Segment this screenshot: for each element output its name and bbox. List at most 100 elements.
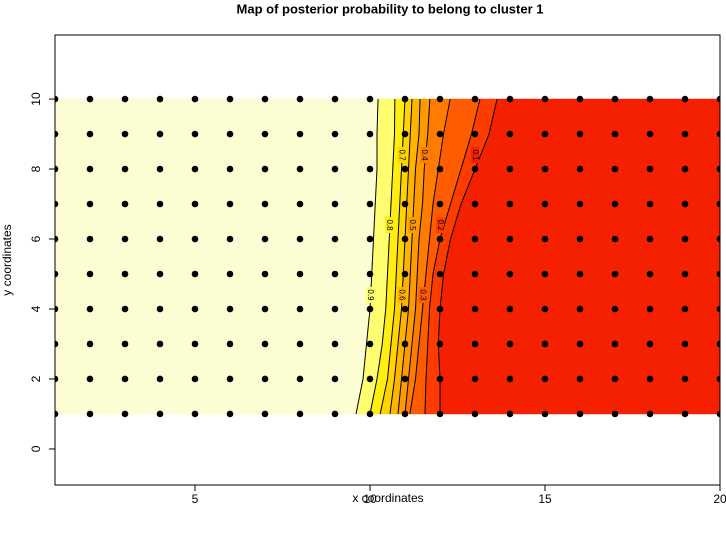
grid-point — [366, 130, 374, 138]
grid-point — [646, 410, 654, 418]
grid-point — [191, 305, 199, 313]
grid-point — [296, 200, 304, 208]
grid-point — [576, 95, 584, 103]
grid-point — [86, 130, 94, 138]
grid-point — [55, 95, 59, 103]
grid-point — [366, 200, 374, 208]
grid-point — [611, 200, 619, 208]
contour-label: 0.1 — [471, 149, 480, 161]
grid-point — [296, 95, 304, 103]
grid-point — [296, 375, 304, 383]
y-tick-label: 0 — [29, 445, 43, 452]
grid-point — [436, 305, 444, 313]
grid-point — [506, 375, 514, 383]
grid-point — [86, 375, 94, 383]
grid-point — [226, 130, 234, 138]
x-tick-label: 20 — [713, 492, 726, 506]
grid-point — [191, 340, 199, 348]
grid-point — [611, 95, 619, 103]
grid-point — [646, 165, 654, 173]
contour-label-bg — [471, 147, 479, 164]
grid-point — [226, 375, 234, 383]
grid-point — [541, 410, 549, 418]
grid-point — [541, 130, 549, 138]
grid-point — [121, 130, 129, 138]
grid-point — [471, 270, 479, 278]
grid-point — [576, 200, 584, 208]
grid-point — [716, 270, 720, 278]
grid-point — [261, 340, 269, 348]
grid-point — [436, 235, 444, 243]
contour-label-bg — [397, 286, 406, 303]
contour-line — [424, 98, 481, 414]
contour-label: 0.4 — [420, 149, 429, 161]
grid-point — [55, 305, 59, 313]
grid-point — [191, 165, 199, 173]
contour-label: 0.9 — [366, 289, 375, 301]
grid-point — [261, 95, 269, 103]
grid-point — [611, 410, 619, 418]
grid-point — [436, 130, 444, 138]
grid-point — [716, 235, 720, 243]
grid-point — [646, 305, 654, 313]
grid-point — [331, 165, 339, 173]
contour-label-bg — [408, 217, 416, 234]
grid-point — [541, 235, 549, 243]
grid-point — [366, 375, 374, 383]
grid-point — [436, 95, 444, 103]
contour-label: 0.3 — [418, 289, 427, 301]
grid-point — [611, 305, 619, 313]
grid-point — [401, 270, 409, 278]
grid-point — [436, 165, 444, 173]
grid-point — [401, 130, 409, 138]
grid-point — [121, 200, 129, 208]
grid-point — [611, 270, 619, 278]
grid-point — [401, 95, 409, 103]
x-tick-label: 15 — [538, 492, 552, 506]
grid-point — [576, 410, 584, 418]
grid-point — [226, 95, 234, 103]
grid-point — [471, 235, 479, 243]
grid-point — [716, 200, 720, 208]
grid-point — [541, 95, 549, 103]
grid-point — [541, 270, 549, 278]
grid-point — [646, 375, 654, 383]
x-axis-label: x coordinates — [352, 491, 423, 505]
grid-point — [541, 165, 549, 173]
grid-point — [156, 95, 164, 103]
grid-point — [506, 165, 514, 173]
plot-area: 0.9 0.8 0.7 0.6 0.5 0.4 0.3 0.2 0.1 — [55, 95, 720, 418]
grid-point — [331, 235, 339, 243]
grid-point — [716, 130, 720, 138]
grid-point — [576, 130, 584, 138]
grid-point — [261, 200, 269, 208]
y-tick-label: 6 — [29, 235, 43, 242]
y-axis-label: y coordinates — [0, 224, 14, 295]
grid-point — [541, 375, 549, 383]
grid-point — [331, 130, 339, 138]
grid-point — [156, 165, 164, 173]
grid-point — [261, 305, 269, 313]
grid-point — [611, 340, 619, 348]
grid-point — [226, 200, 234, 208]
grid-point — [121, 375, 129, 383]
grid-point — [716, 305, 720, 313]
grid-point — [471, 165, 479, 173]
grid-point — [506, 235, 514, 243]
grid-point — [121, 305, 129, 313]
chart-title: Map of posterior probability to belong t… — [237, 1, 544, 16]
grid-point — [541, 200, 549, 208]
grid-point — [226, 235, 234, 243]
grid-point — [681, 305, 689, 313]
grid-point — [121, 95, 129, 103]
grid-point — [331, 305, 339, 313]
grid-point — [156, 410, 164, 418]
grid-point — [261, 410, 269, 418]
grid-point — [226, 410, 234, 418]
x-tick-label: 5 — [192, 492, 199, 506]
grid-point — [576, 235, 584, 243]
contour-label-bg — [366, 286, 374, 303]
grid-point — [576, 340, 584, 348]
grid-point — [156, 305, 164, 313]
grid-point — [471, 200, 479, 208]
